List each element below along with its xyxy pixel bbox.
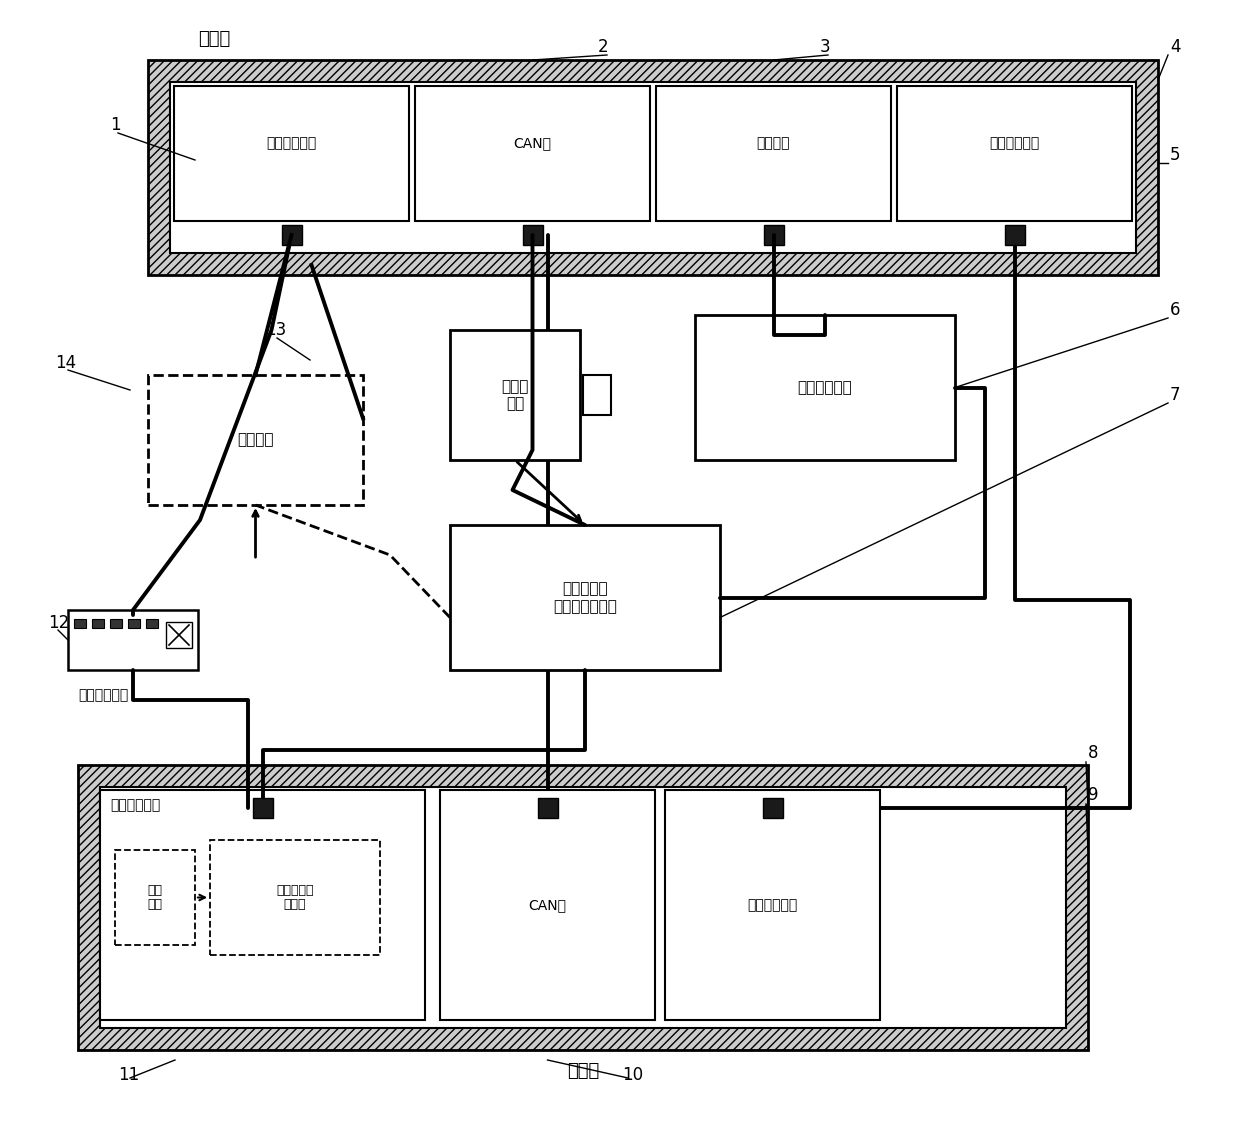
Bar (656, 87, 892, 221)
Bar (148, 375, 363, 505)
Text: 以太网卡: 以太网卡 (756, 137, 790, 150)
Bar (665, 790, 880, 1021)
Text: 5: 5 (1171, 146, 1180, 164)
Text: 4: 4 (1171, 38, 1180, 56)
Text: 实时操作系统: 实时操作系统 (267, 137, 316, 150)
Text: 实时操作系统: 实时操作系统 (110, 798, 160, 812)
Bar (764, 226, 784, 245)
Bar (450, 525, 720, 670)
Bar (100, 787, 1066, 1029)
Bar (694, 316, 955, 460)
Bar (115, 850, 195, 945)
Text: 机箱二: 机箱二 (567, 1062, 599, 1080)
Text: 数据采集系统: 数据采集系统 (797, 380, 852, 395)
Bar (110, 618, 122, 628)
Text: 13: 13 (265, 321, 286, 339)
Text: 1: 1 (110, 116, 120, 134)
Text: 反射内存模块: 反射内存模块 (748, 898, 797, 912)
Bar (74, 618, 86, 628)
Text: 9: 9 (1087, 786, 1099, 804)
Bar (78, 765, 1087, 1050)
Text: 12: 12 (48, 614, 69, 632)
Text: 车辆动力系
统模型: 车辆动力系 统模型 (277, 884, 314, 911)
Text: CAN卡: CAN卡 (513, 137, 552, 150)
Text: 电子负载: 电子负载 (237, 433, 274, 448)
Bar (148, 60, 1158, 274)
Bar (897, 87, 1132, 221)
Bar (1004, 226, 1024, 245)
Text: 3: 3 (820, 38, 831, 56)
Bar (146, 618, 157, 628)
Bar (174, 87, 409, 221)
Bar (170, 82, 1136, 253)
Text: 6: 6 (1171, 301, 1180, 319)
Bar (440, 790, 655, 1021)
Text: 机箱一: 机箱一 (198, 30, 231, 48)
Bar (763, 798, 782, 818)
Text: CAN卡: CAN卡 (528, 898, 567, 912)
Text: 物理系统：
燃料电池发动机: 物理系统： 燃料电池发动机 (553, 581, 618, 614)
Bar (450, 330, 580, 460)
Text: 测试
序列: 测试 序列 (148, 884, 162, 911)
Bar (253, 798, 273, 818)
Bar (100, 790, 425, 1021)
Text: 10: 10 (622, 1066, 644, 1084)
Text: 可编程
电源: 可编程 电源 (501, 379, 528, 411)
Bar (166, 622, 192, 648)
Bar (415, 87, 650, 221)
Bar (128, 618, 140, 628)
Bar (583, 375, 611, 415)
Bar (92, 618, 104, 628)
Text: 反射内存模块: 反射内存模块 (990, 137, 1039, 150)
Bar (522, 226, 543, 245)
Text: 11: 11 (118, 1066, 139, 1084)
Text: 14: 14 (55, 354, 76, 372)
Text: 7: 7 (1171, 386, 1180, 404)
Bar (281, 226, 301, 245)
Text: 2: 2 (598, 38, 609, 56)
Bar (210, 839, 379, 954)
Text: 以太网交换机: 以太网交换机 (78, 688, 128, 702)
Text: 8: 8 (1087, 744, 1099, 762)
Bar (68, 611, 198, 670)
Bar (537, 798, 558, 818)
